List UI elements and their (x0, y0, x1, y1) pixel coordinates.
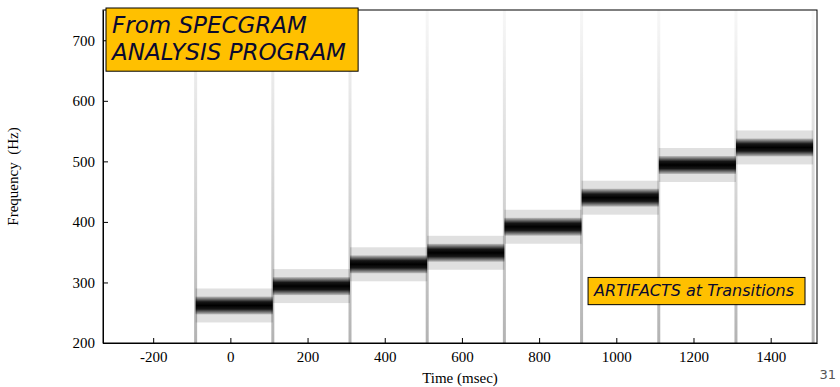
x-tick: 0 (227, 338, 235, 365)
transition-artifact (812, 10, 815, 343)
y-tick-label: 300 (73, 275, 96, 291)
y-tick-label: 600 (73, 93, 96, 109)
spectral-band (427, 244, 504, 262)
spectral-band (196, 296, 273, 314)
y-tick: 600 (73, 93, 109, 109)
x-tick: 200 (297, 338, 320, 365)
annotation-box: From SPECGRAMANALYSIS PROGRAM (106, 8, 358, 71)
y-tick-mark (103, 161, 108, 162)
y-tick: 200 (73, 335, 109, 351)
spectral-band (659, 156, 736, 174)
x-tick: 400 (374, 338, 397, 365)
y-tick-label: 200 (73, 335, 96, 351)
x-tick: 1400 (756, 338, 786, 365)
x-tick-label: 1000 (602, 349, 632, 365)
x-tick: 800 (528, 338, 551, 365)
annotation-background (106, 8, 358, 71)
chart: -200 0 200 400 600 800 1000 1200 1400 200 300 400 50… (0, 0, 840, 387)
spectral-band (736, 138, 813, 156)
y-tick-mark (103, 282, 108, 283)
y-tick-mark (103, 222, 108, 223)
x-tick-label: 800 (528, 349, 551, 365)
spectral-band (273, 277, 350, 295)
transition-artifact (580, 10, 583, 343)
band-halo (196, 288, 273, 322)
y-tick: 700 (73, 33, 109, 49)
annotation-text: ANALYSIS PROGRAM (110, 39, 346, 65)
y-tick: 400 (73, 214, 109, 230)
x-tick-label: 1400 (756, 349, 786, 365)
band-halo (273, 269, 350, 303)
band-halo (736, 130, 813, 164)
y-axis-title: Frequency (Hz) (5, 127, 22, 225)
x-tick-mark (616, 338, 617, 343)
x-tick: 1200 (679, 338, 709, 365)
x-tick-mark (153, 338, 154, 343)
x-axis: -200 0 200 400 600 800 1000 1200 1400 (104, 338, 818, 365)
y-tick-label: 400 (73, 214, 96, 230)
x-axis-line (104, 343, 818, 344)
y-tick: 300 (73, 275, 109, 291)
y-axis-line (103, 11, 104, 344)
band-halo (350, 247, 427, 281)
x-tick-mark (308, 338, 309, 343)
y-tick-label: 700 (73, 33, 96, 49)
x-tick-mark (385, 338, 386, 343)
x-tick-label: 400 (374, 349, 397, 365)
x-tick: 600 (451, 338, 474, 365)
annotation-background (588, 277, 805, 304)
y-tick: 500 (73, 154, 109, 170)
annotation-text: ARTIFACTS at Transitions (593, 281, 794, 300)
spectral-band (350, 255, 427, 273)
band-halo (582, 181, 659, 215)
x-tick-mark (539, 338, 540, 343)
x-tick: -200 (140, 338, 168, 365)
x-tick-label: 200 (297, 349, 320, 365)
spectral-band (582, 189, 659, 207)
x-tick-label: -200 (140, 349, 168, 365)
slide-number: 31 (819, 367, 836, 382)
band-halo (659, 148, 736, 182)
y-tick-mark (103, 101, 108, 102)
plot-frame (103, 10, 817, 343)
y-tick-mark (103, 343, 108, 344)
transition-artifact (503, 10, 506, 343)
x-tick-mark (230, 338, 231, 343)
x-tick: 1000 (602, 338, 632, 365)
x-tick-label: 0 (227, 349, 235, 365)
x-tick-mark (462, 338, 463, 343)
band-halo (504, 210, 581, 244)
spectral-band (504, 218, 581, 236)
x-tick-mark (771, 338, 772, 343)
band-halo (427, 236, 504, 270)
x-tick-mark (693, 338, 694, 343)
x-axis-title: Time (msec) (422, 370, 498, 387)
x-tick-label: 1200 (679, 349, 709, 365)
transition-artifact (426, 10, 429, 343)
y-tick-label: 500 (73, 154, 96, 170)
x-tick-label: 600 (451, 349, 474, 365)
y-axis: 200 300 400 500 600 700 (73, 11, 109, 352)
annotation-box: ARTIFACTS at Transitions (588, 277, 805, 304)
annotation-text: From SPECGRAM (112, 12, 307, 38)
